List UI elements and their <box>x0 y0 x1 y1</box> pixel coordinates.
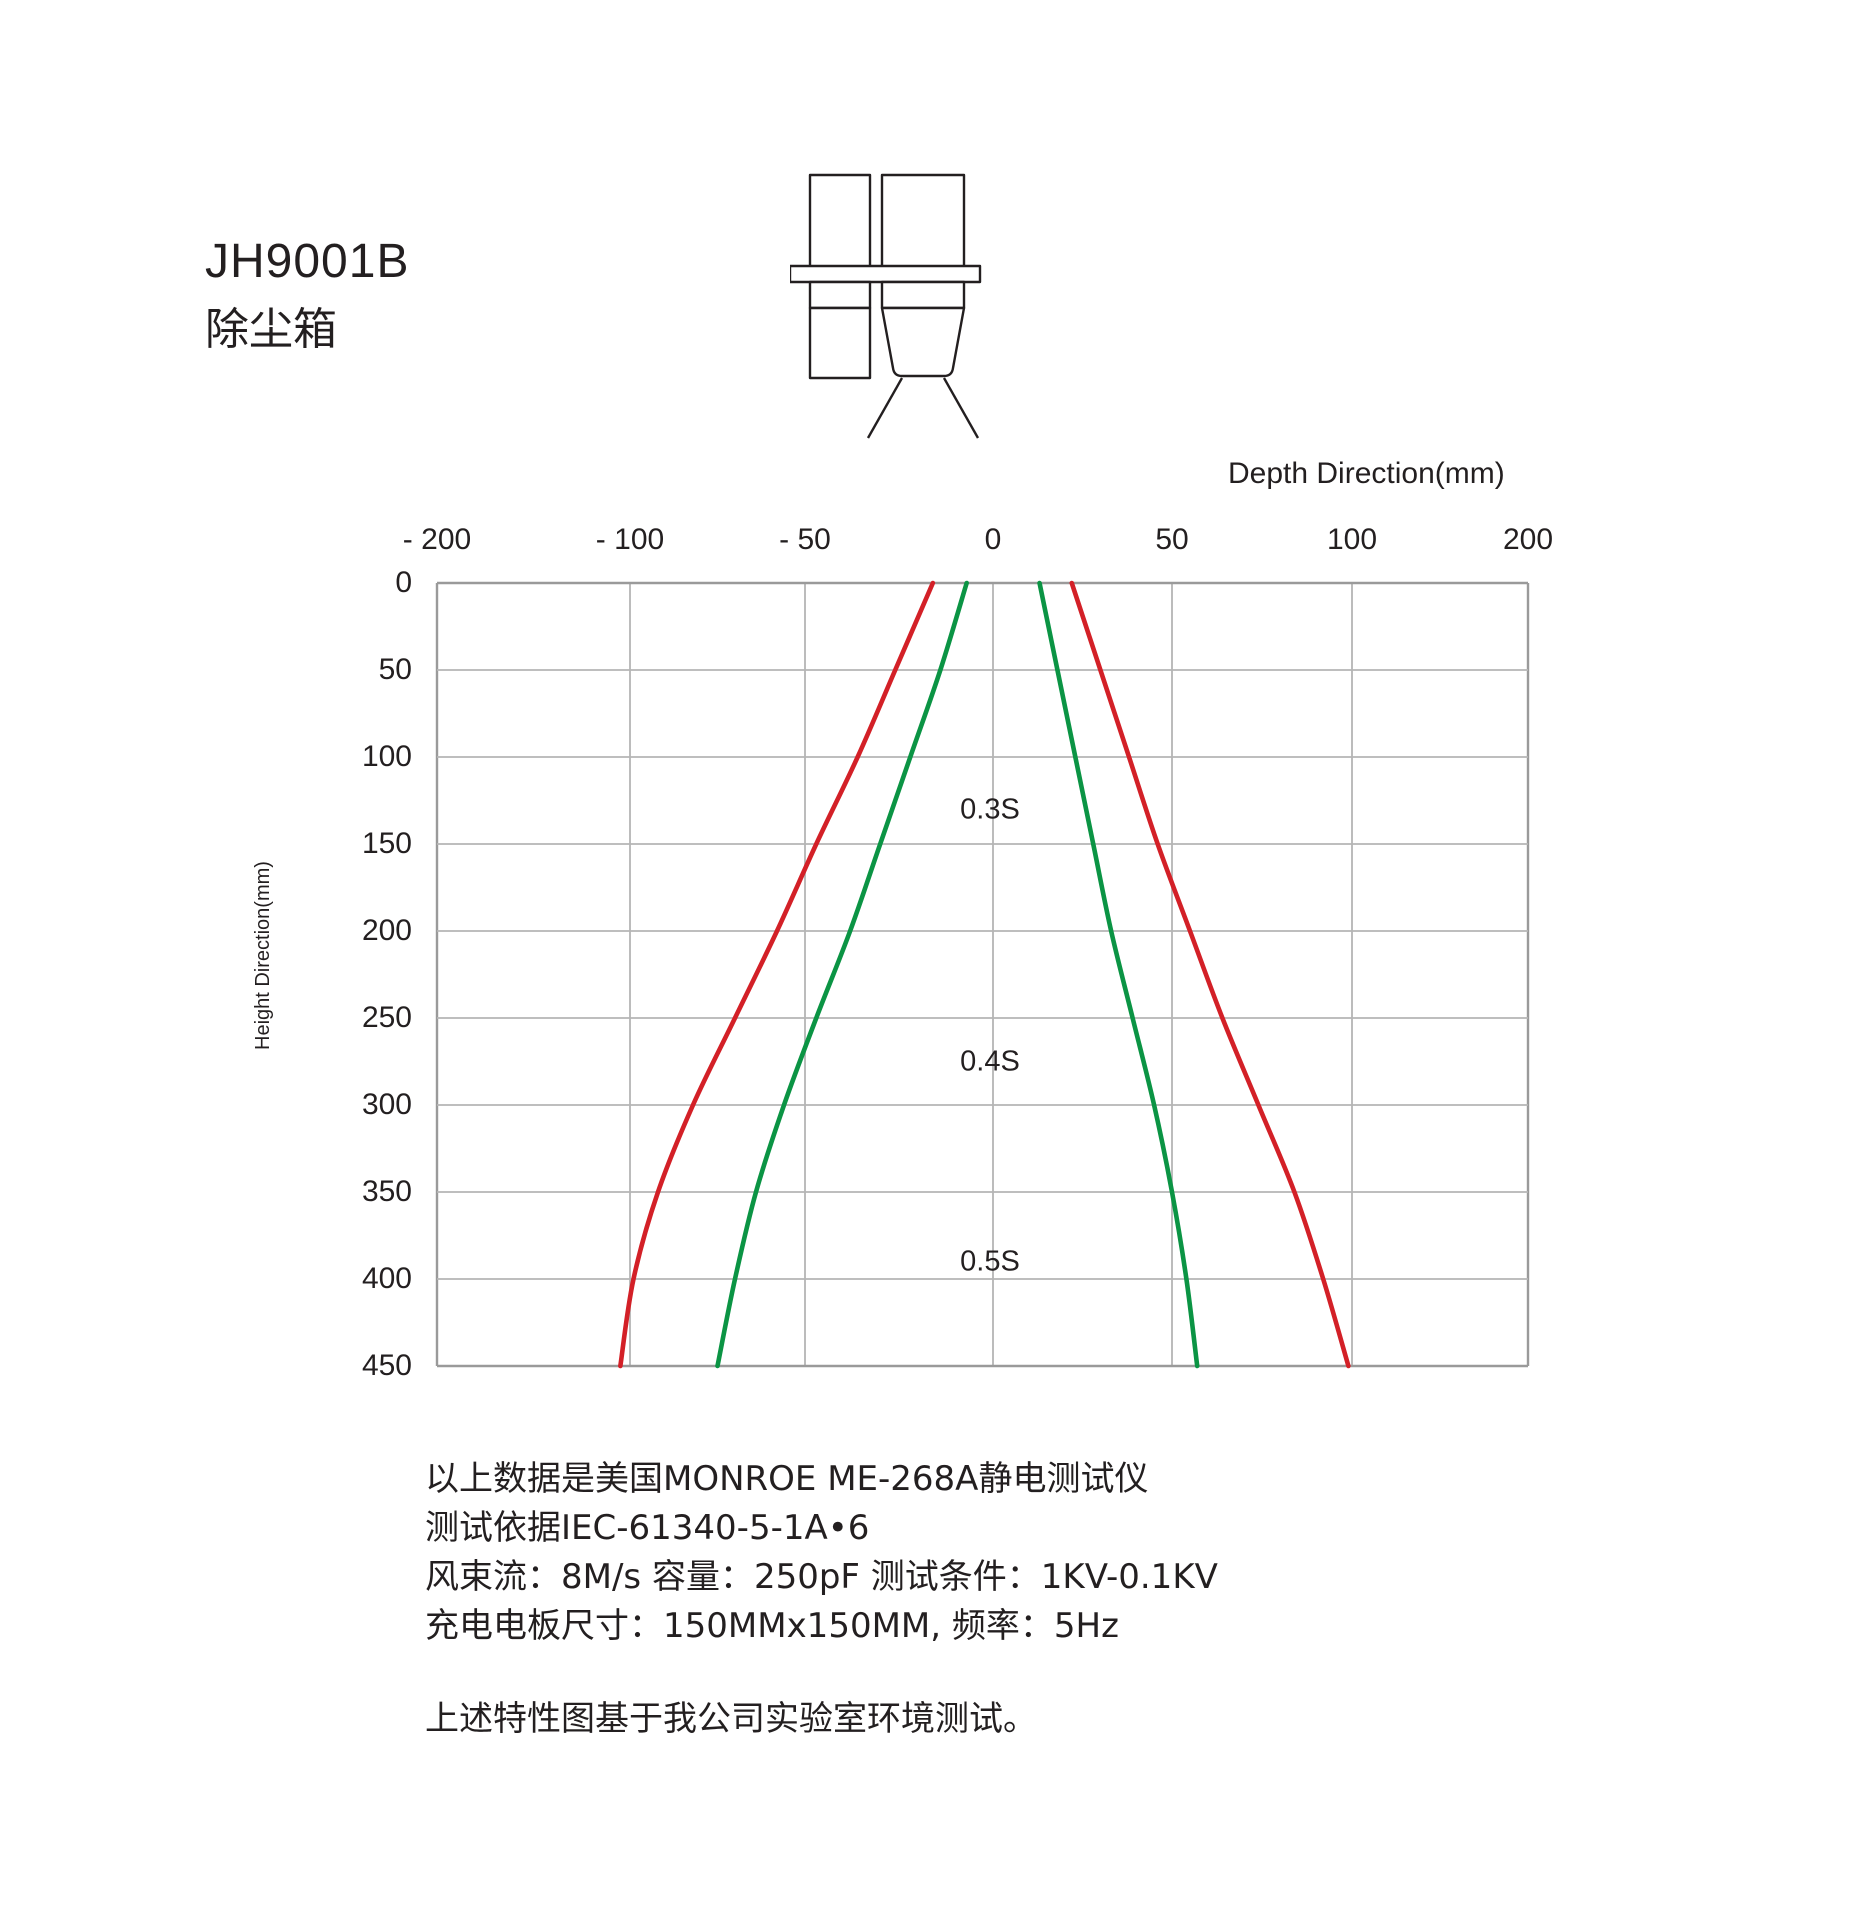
y-tick-label: 100 <box>361 740 412 773</box>
note-line: 以上数据是美国MONROE ME-268A静电测试仪 <box>425 1459 1149 1499</box>
page-title: JH9001B <box>205 235 410 288</box>
y-tick-label: 150 <box>361 827 412 860</box>
plot-canvas <box>435 580 1530 1369</box>
page-subtitle: 除尘箱 <box>205 304 337 355</box>
y-tick-label: 50 <box>378 653 412 686</box>
y-tick-label: 250 <box>361 1001 412 1034</box>
curve-label-03s: 0.3S <box>960 793 1020 826</box>
y-tick-label: 350 <box>361 1175 412 1208</box>
x-tick-label: - 100 <box>595 523 665 556</box>
note-line: 测试依据IEC-61340-5-1A•6 <box>425 1507 870 1548</box>
footer-notes: 以上数据是美国MONROE ME-268A静电测试仪 测试依据IEC-61340… <box>425 1455 1625 1744</box>
y-tick-label: 200 <box>361 914 412 947</box>
curve-label-04s: 0.4S <box>960 1045 1020 1078</box>
y-tick-label: 300 <box>361 1088 412 1121</box>
curve-label-05s: 0.5S <box>960 1245 1020 1278</box>
note-line: 充电电板尺寸：150MMx150MM, 频率：5Hz <box>425 1605 1119 1646</box>
title-block: JH9001B 除尘箱 <box>205 238 409 352</box>
x-tick-label: 200 <box>1502 523 1554 556</box>
x-tick-label: 100 <box>1326 523 1378 556</box>
note-line: 风束流：8M/s 容量：250pF 测试条件：1KV-0.1KV <box>425 1556 1218 1597</box>
x-tick-label: - 50 <box>779 523 831 556</box>
x-tick-label: 50 <box>1155 523 1189 556</box>
note-closing: 上述特性图基于我公司实验室环境测试。 <box>425 1698 1037 1739</box>
y-tick-label: 0 <box>395 566 412 599</box>
dust-removal-box-illustration <box>788 170 1050 440</box>
x-axis-title: Depth Direction(mm) <box>1228 457 1505 490</box>
x-tick-label: - 200 <box>402 523 472 556</box>
x-tick-label: 0 <box>984 523 1002 556</box>
spacer <box>425 1651 1625 1695</box>
characteristic-chart: Depth Direction(mm) Height Direction(mm)… <box>252 457 1554 1382</box>
y-tick-label: 450 <box>361 1349 412 1382</box>
y-tick-label: 400 <box>361 1262 412 1295</box>
